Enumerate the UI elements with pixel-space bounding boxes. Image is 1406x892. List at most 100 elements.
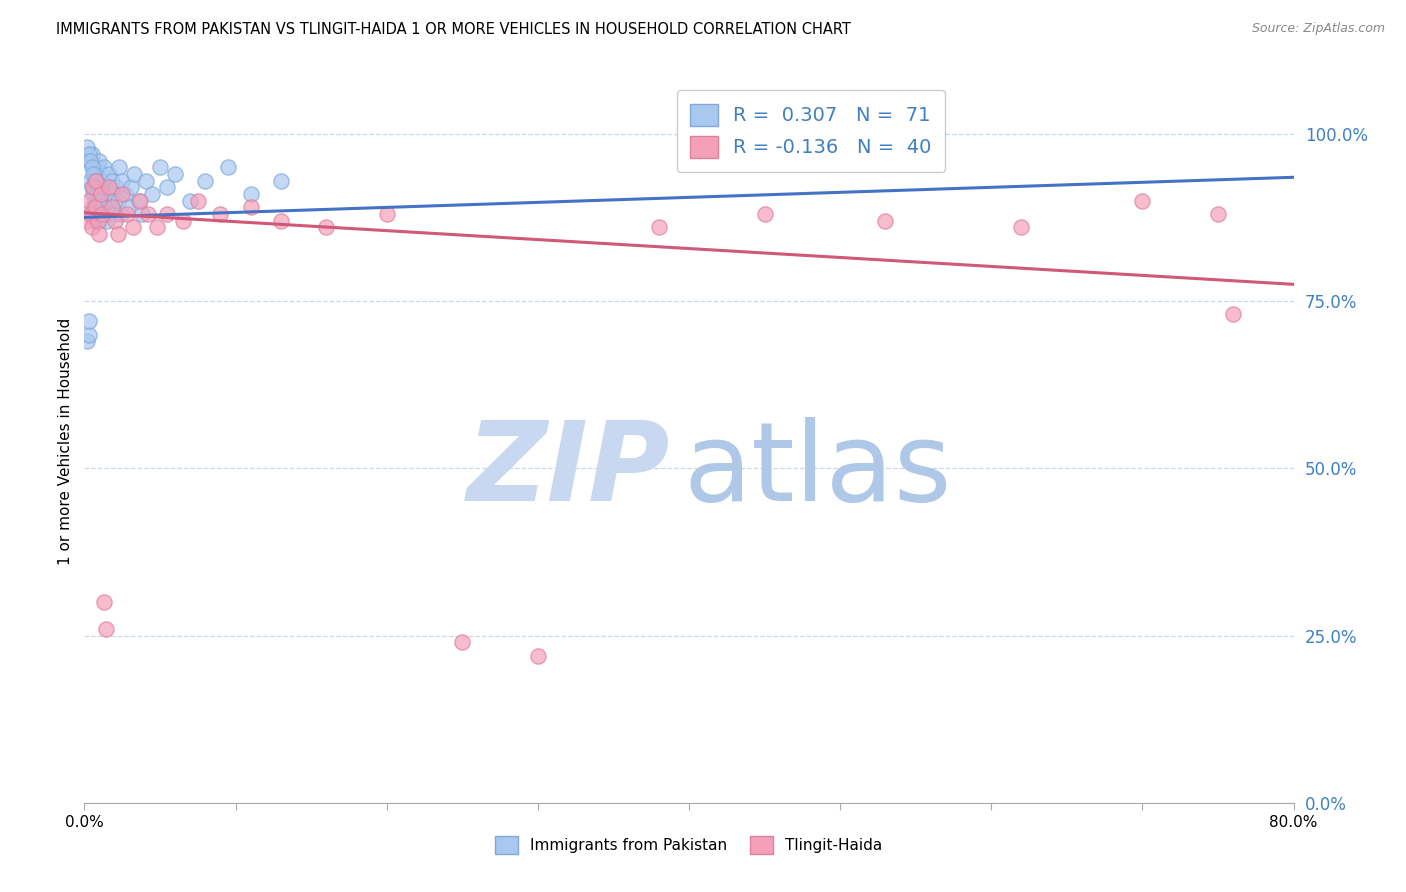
Point (82, 167, 104, 181)
Point (89, 194, 111, 208)
Point (87, 194, 110, 208)
Point (194, 173, 217, 188)
Point (77, 194, 100, 208)
Point (86, 173, 108, 188)
Point (82, 161, 104, 175)
Point (79, 173, 101, 188)
Point (84, 167, 107, 181)
Point (270, 214, 292, 228)
Point (90, 180, 112, 194)
Point (131, 207, 153, 221)
Point (648, 220, 671, 235)
Point (135, 173, 157, 188)
Text: IMMIGRANTS FROM PAKISTAN VS TLINGIT-HAIDA 1 OR MORE VEHICLES IN HOUSEHOLD CORREL: IMMIGRANTS FROM PAKISTAN VS TLINGIT-HAID… (56, 22, 851, 37)
Point (149, 161, 172, 175)
Point (82, 187, 104, 202)
Point (101, 187, 124, 202)
Point (115, 207, 138, 221)
Point (156, 207, 179, 221)
Point (96, 180, 118, 194)
Point (107, 227, 129, 242)
Point (105, 180, 128, 194)
Point (90, 201, 112, 215)
Point (527, 648, 550, 663)
Point (84, 201, 107, 215)
Point (146, 220, 169, 235)
Point (91, 207, 114, 221)
Point (80, 161, 103, 175)
Point (136, 207, 159, 221)
Point (179, 194, 201, 208)
Point (97, 180, 120, 194)
Point (80, 147, 103, 161)
Y-axis label: 1 or more Vehicles in Household: 1 or more Vehicles in Household (58, 318, 73, 566)
Point (80, 220, 103, 235)
Point (94, 622, 117, 636)
Point (94, 187, 117, 202)
Point (84, 173, 107, 188)
Point (754, 207, 776, 221)
Point (91, 207, 114, 221)
Point (94, 201, 117, 215)
Point (270, 173, 292, 188)
Point (156, 180, 179, 194)
Point (111, 187, 134, 202)
Point (89, 187, 111, 202)
Point (93, 194, 115, 208)
Point (77, 314, 100, 328)
Point (82, 201, 104, 215)
Point (100, 201, 122, 215)
Point (104, 214, 127, 228)
Point (90, 187, 112, 202)
Point (120, 180, 142, 194)
Point (110, 207, 132, 221)
Point (122, 167, 145, 181)
Point (111, 173, 134, 188)
Point (108, 161, 131, 175)
Legend: Immigrants from Pakistan, Tlingit-Haida: Immigrants from Pakistan, Tlingit-Haida (489, 830, 889, 860)
Point (87, 207, 110, 221)
Point (375, 207, 398, 221)
Point (114, 187, 136, 202)
Point (89, 153, 111, 168)
Point (128, 194, 150, 208)
Point (77, 327, 100, 342)
Point (82, 180, 104, 194)
Point (165, 167, 187, 181)
Point (315, 220, 337, 235)
Point (86, 201, 108, 215)
Point (79, 153, 101, 168)
Text: Source: ZipAtlas.com: Source: ZipAtlas.com (1251, 22, 1385, 36)
Point (187, 194, 209, 208)
Text: atlas: atlas (683, 417, 952, 524)
Point (76, 334, 98, 349)
Point (141, 187, 163, 202)
Point (239, 201, 262, 215)
Point (80, 180, 103, 194)
Point (121, 220, 143, 235)
Point (104, 207, 127, 221)
Point (93, 595, 115, 609)
Point (1130, 194, 1153, 208)
Point (100, 173, 122, 188)
Point (77, 147, 100, 161)
Point (129, 194, 152, 208)
Point (87, 187, 110, 202)
Point (97, 207, 120, 221)
Point (79, 153, 101, 168)
Point (93, 161, 115, 175)
Point (87, 161, 110, 175)
Point (86, 214, 108, 228)
Point (451, 635, 474, 649)
Point (96, 214, 118, 228)
Point (97, 167, 120, 181)
Point (89, 227, 111, 242)
Text: ZIP: ZIP (467, 417, 671, 524)
Point (1206, 207, 1229, 221)
Point (89, 214, 111, 228)
Point (79, 207, 101, 221)
Point (100, 201, 122, 215)
Point (1011, 220, 1033, 235)
Point (87, 214, 110, 228)
Point (172, 214, 194, 228)
